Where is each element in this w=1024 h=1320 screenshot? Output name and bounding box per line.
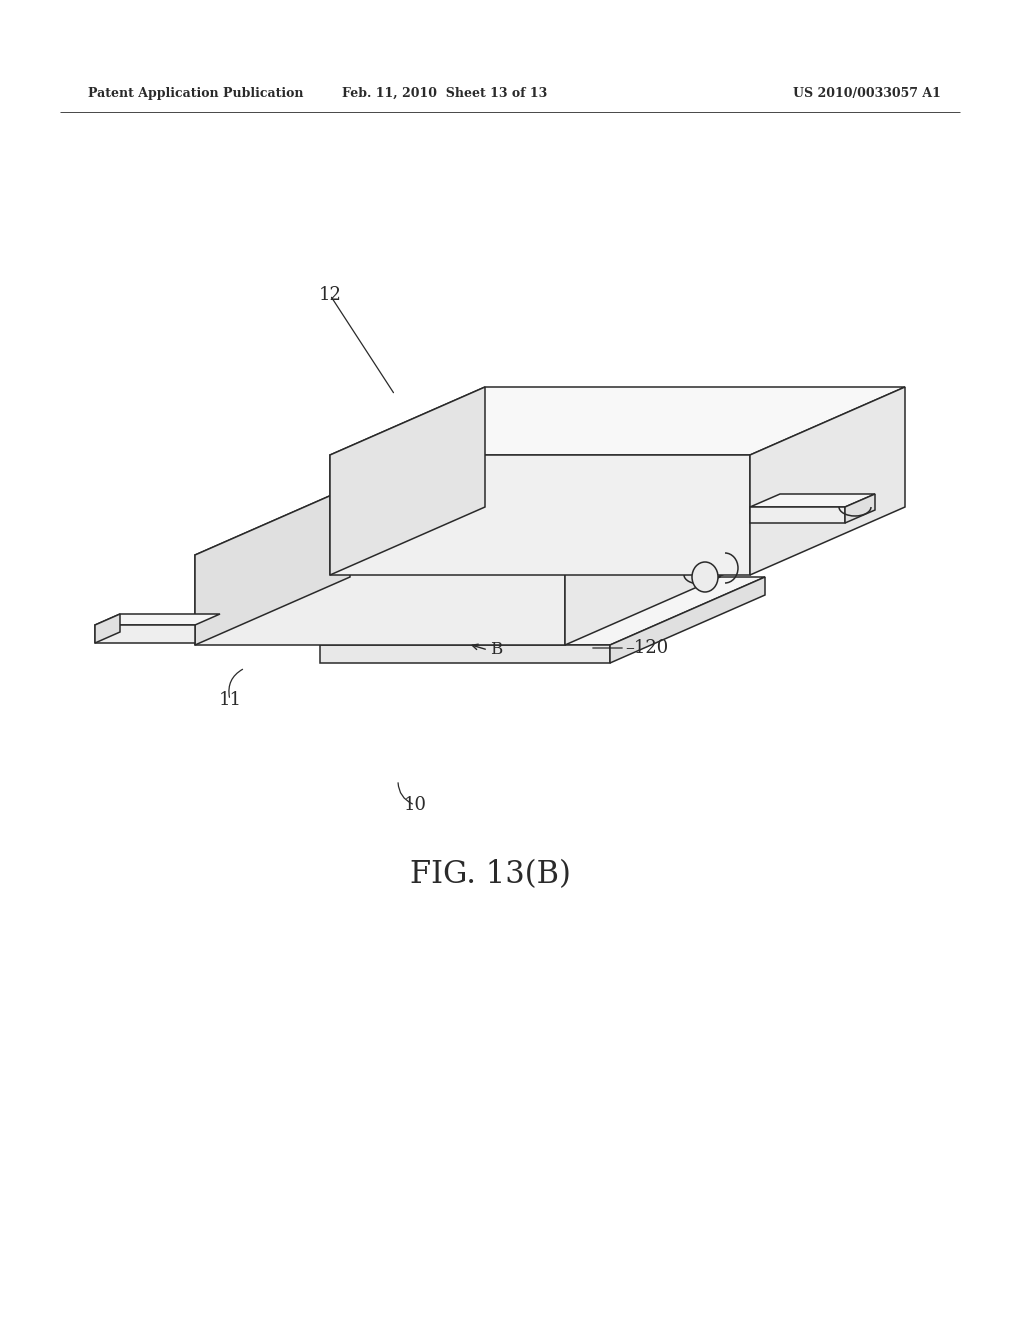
Polygon shape [195, 487, 350, 645]
Polygon shape [330, 387, 905, 455]
Text: FIG. 13(B): FIG. 13(B) [410, 859, 570, 891]
Text: B: B [490, 642, 502, 659]
Ellipse shape [692, 562, 718, 591]
Polygon shape [195, 487, 720, 554]
Text: Patent Application Publication: Patent Application Publication [88, 87, 303, 99]
Polygon shape [845, 494, 874, 523]
Polygon shape [95, 624, 195, 643]
Polygon shape [750, 494, 874, 507]
Text: 11: 11 [218, 690, 242, 709]
Text: Feb. 11, 2010  Sheet 13 of 13: Feb. 11, 2010 Sheet 13 of 13 [342, 87, 548, 99]
Polygon shape [565, 487, 720, 645]
Polygon shape [95, 614, 120, 643]
Text: US 2010/0033057 A1: US 2010/0033057 A1 [793, 87, 941, 99]
Polygon shape [319, 645, 610, 663]
Polygon shape [330, 387, 485, 576]
Polygon shape [750, 507, 845, 523]
Text: –120: –120 [625, 639, 669, 657]
Polygon shape [330, 455, 750, 576]
Polygon shape [750, 387, 905, 576]
Text: 12: 12 [318, 286, 341, 304]
Text: 10: 10 [403, 796, 427, 814]
Polygon shape [319, 577, 765, 645]
Polygon shape [610, 577, 765, 663]
Polygon shape [95, 614, 220, 624]
Polygon shape [195, 554, 565, 645]
